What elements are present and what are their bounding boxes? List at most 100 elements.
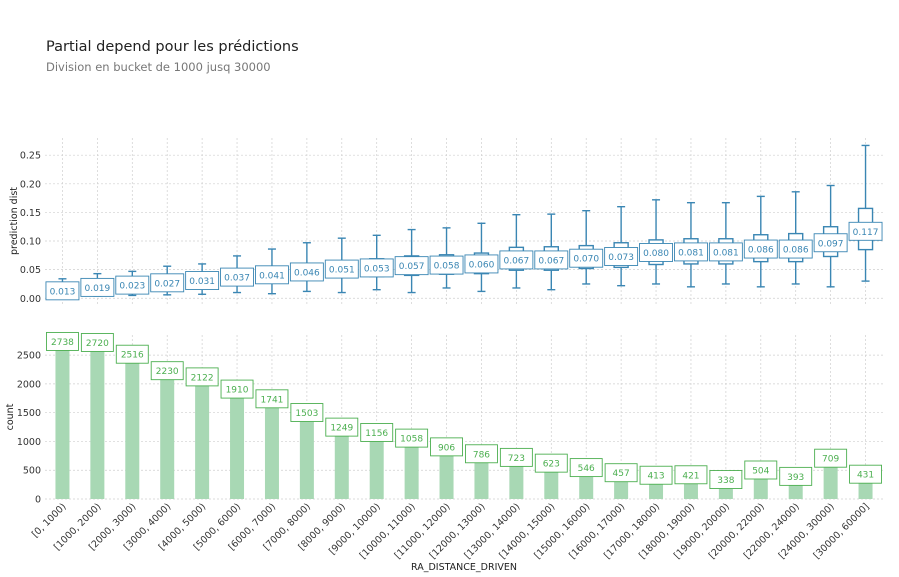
bar-rect [439,446,454,499]
bar-value-label: 504 [752,466,769,476]
bar-value-label: 1910 [226,386,249,396]
prediction-dist-panel: 0.00 0.05 0.10 0.15 0.20 0.25 prediction dist 0… [9,138,883,305]
bar-value-label: 709 [822,455,839,465]
median-label-box [289,262,324,282]
bar-value-label: 786 [473,450,490,460]
bar-value-label-box [779,466,813,486]
chart-subtitle: Division en bucket de 1000 jusq 30000 [46,60,271,74]
boxplot-13: 0.067 [499,214,534,289]
boxplot-15: 0.070 [569,209,604,285]
bar-2: 2516 [115,344,149,499]
y-tick-label: 0.05 [20,265,41,276]
y-tick-label: 1000 [17,437,41,448]
bar-21: 393 [779,466,813,499]
median-label: 0.031 [189,277,215,287]
bar-value-label-box [430,437,463,457]
y-tick-label: 0.00 [20,294,41,305]
bar-rect [369,432,384,499]
boxplot-1: 0.019 [80,272,115,297]
bar-12: 786 [465,444,498,499]
boxplot-3: 0.027 [150,265,185,296]
x-axis-label: RA_DISTANCE_DRIVEN [411,562,517,573]
boxplot-23: 0.117 [848,144,883,282]
boxplot-9: 0.053 [359,234,394,291]
boxplot-11: 0.058 [429,227,464,289]
median-label-box [499,250,534,270]
bar-value-label-box [325,417,359,437]
median-label: 0.081 [678,248,704,258]
boxplot-16: 0.073 [604,205,639,287]
bar-value-label: 1249 [330,424,353,434]
bar-value-label: 431 [857,471,874,481]
x-axis: [0, 1000)[1000, 2000)[2000, 3000)[3000, … [30,501,872,573]
median-label: 0.081 [713,248,739,258]
median-label: 0.073 [608,253,634,263]
bar-value-label: 906 [438,443,455,453]
median-label: 0.070 [573,255,599,265]
bar-value-label-box [220,379,254,399]
y-tick-label: 0.25 [20,151,41,162]
bar-20: 504 [744,460,778,499]
bar-value-label: 338 [717,476,734,486]
bar-13: 723 [499,447,533,499]
boxplot-12: 0.060 [464,222,499,293]
median-label: 0.013 [50,287,76,297]
y-tick-label: 0.15 [20,208,41,219]
bar-value-label: 1058 [400,435,423,445]
median-label-box [743,239,778,259]
boxplot-10: 0.057 [394,228,429,294]
bar-value-label: 2122 [191,373,214,383]
median-label-box [534,250,569,270]
median-label-box [848,221,883,241]
median-label: 0.019 [84,284,110,294]
boxplot-7: 0.046 [289,242,324,293]
y-axis-label: prediction dist [9,187,20,255]
boxplot-17: 0.080 [639,199,673,285]
median-label: 0.058 [434,262,460,272]
bar-rect [334,427,349,499]
bar-value-label: 413 [647,472,664,482]
boxplot-6: 0.041 [255,248,289,295]
y-tick-label: 0.10 [20,237,41,248]
median-label: 0.117 [853,228,879,238]
median-label-box [255,265,289,285]
bar-rect [195,376,210,499]
bar-value-label-box [115,344,149,364]
bar-7: 1503 [290,403,324,499]
median-label: 0.067 [503,256,529,266]
median-label-box [674,242,708,262]
median-label: 0.041 [259,271,285,281]
bar-19: 338 [709,470,743,499]
bar-value-label: 723 [508,454,525,464]
bar-value-label-box [290,403,324,422]
bar-value-label: 623 [543,460,560,470]
median-label-box [185,271,220,290]
y-tick-label: 0.20 [20,179,41,190]
bar-value-label-box [604,463,638,483]
bar-5: 1910 [220,379,254,499]
median-label-box [813,233,848,253]
bar-rect [125,354,140,499]
bar-value-label-box [534,453,568,473]
y-tick-label: 2500 [17,351,41,362]
median-label: 0.046 [294,268,320,278]
median-label-box [464,254,499,274]
median-label-box [394,256,429,276]
bar-value-label-box [709,470,743,490]
median-label: 0.080 [643,249,669,259]
bar-value-label-box [814,448,848,468]
bar-value-label-box [150,361,184,381]
bar-17: 413 [639,465,673,499]
boxplot-21: 0.086 [778,191,813,285]
bar-16: 457 [604,463,638,499]
bar-rect [230,389,245,499]
bar-value-label: 2516 [121,351,144,361]
bar-value-label: 1503 [295,409,318,419]
bar-value-label-box [674,465,708,485]
median-label: 0.053 [364,264,390,274]
bar-rect [299,412,314,499]
bar-18: 421 [674,465,708,499]
bar-0: 2738 [46,331,79,499]
boxplot-2: 0.023 [115,270,150,297]
y-tick-label: 500 [23,466,41,477]
